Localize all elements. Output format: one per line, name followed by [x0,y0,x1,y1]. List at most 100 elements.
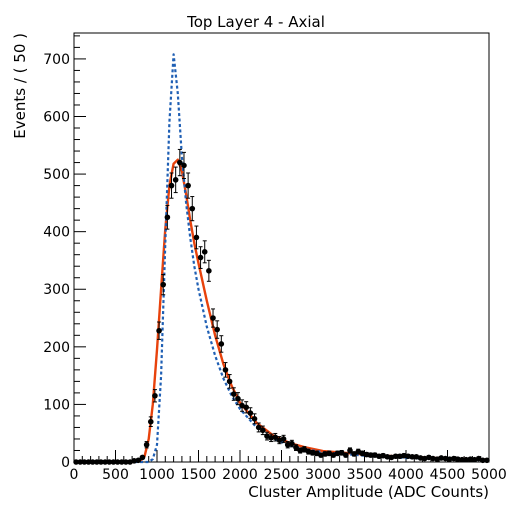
data-point [193,234,200,241]
data-point [81,459,88,465]
data-point [467,456,474,462]
data-point [384,454,391,460]
data-point [177,159,183,166]
dashed-fit-curve [74,53,490,464]
data-point [450,455,457,462]
data-point [446,456,453,462]
data-point [210,315,216,321]
data-point [98,459,104,465]
x-tick-label: 5000 [471,467,507,483]
y-tick-label: 400 [43,225,70,241]
data-point [272,434,279,441]
data-point [351,451,357,457]
data-point [401,452,407,459]
data-point [430,455,436,462]
data-point [189,205,196,212]
x-tick-label: 1500 [181,467,217,483]
x-tick-label: 4000 [388,467,424,483]
x-tick-label: 3500 [347,467,383,483]
data-point [226,378,233,385]
data-point [230,391,237,397]
data-point [293,444,299,451]
data-point [206,268,212,274]
data-point [459,456,465,463]
data-point [73,459,79,465]
data-point [131,458,137,464]
plot-frame [73,32,490,463]
data-point [334,450,341,457]
data-point [255,424,262,431]
data-point [106,459,113,465]
y-tick-label: 300 [43,282,70,298]
data-point [338,449,345,456]
x-tick-label: 2000 [222,467,258,483]
data-point [172,177,179,183]
data-point [347,447,353,454]
data-point [235,395,241,402]
y-tick-label: 700 [43,52,70,68]
data-point [455,456,461,462]
data-point [123,459,129,465]
data-point [392,453,399,460]
data-point [260,427,266,434]
y-tick-label: 200 [43,340,70,356]
data-point [442,455,449,462]
data-point [409,454,416,460]
data-point [417,455,424,461]
data-point [181,162,187,169]
y-tick-label: 100 [43,397,70,413]
solid-fit-curve [74,158,490,464]
data-point [363,451,370,458]
y-tick-label: 600 [43,109,70,125]
data-point [152,392,158,399]
data-point [110,459,117,465]
x-axis: 0 500 1000 1500 2000 2500 3000 3500 4000 4500 5000 [70,450,507,483]
data-point [156,327,162,334]
data-point [218,341,225,347]
data-point [405,453,411,460]
data-point [301,446,308,453]
data-point [147,418,154,425]
data-point [77,459,84,465]
x-tick-label: 1000 [139,467,175,483]
data-point [268,435,274,441]
data-point [289,440,295,447]
data-point [214,326,220,333]
data-point [247,410,254,416]
data-point [479,457,486,464]
data-point [280,436,287,442]
data-point [160,281,167,288]
data-point [438,455,445,461]
data-point [376,453,382,460]
x-tick-label: 4500 [430,467,466,483]
data-point [94,459,100,465]
data-point [463,456,469,463]
data-point [185,182,191,189]
data-point [396,453,403,460]
data-point [135,457,142,464]
x-axis-label: Cluster Amplitude (ADC Counts) [248,483,489,501]
chart-title: Top Layer 4 - Axial [186,13,325,31]
data-point [139,454,146,461]
y-axis-label: Events / ( 50 ) [11,33,29,139]
data-point [168,182,175,189]
y-axis: 0 100 200 300 400 500 600 700 [43,35,86,471]
data-point [102,459,108,465]
data-point [367,452,374,458]
data-point [322,451,328,457]
data-point [197,254,204,261]
data-point [309,449,316,456]
x-tick-label: 3000 [305,467,341,483]
data-point [343,452,349,458]
data-point [143,441,150,448]
data-point [85,459,92,465]
x-tick-label: 2500 [264,467,300,483]
data-point [118,459,125,465]
y-tick-label: 0 [61,455,70,471]
data-point [484,457,490,464]
x-tick-label: 500 [102,467,129,483]
y-tick-label: 500 [43,167,70,183]
data-point [201,249,208,255]
series-layer [73,53,490,465]
